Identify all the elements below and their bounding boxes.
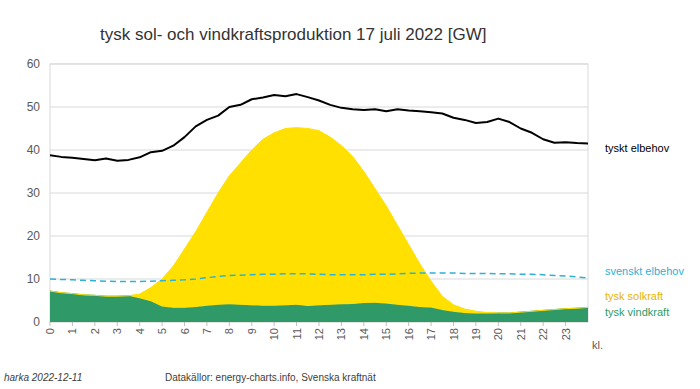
line [50, 273, 588, 282]
line [50, 94, 588, 161]
x-tick [251, 322, 252, 326]
x-tick-label: 12 [313, 328, 325, 340]
title: tysk sol- och vindkraftsproduktion 17 ju… [100, 25, 486, 44]
x-tick-label: 18 [448, 328, 460, 340]
x-tick [498, 322, 499, 326]
y-tick-label: 10 [27, 272, 41, 286]
area-edge [50, 128, 588, 313]
x-tick [72, 322, 73, 326]
x-tick [162, 322, 163, 326]
y-tick-label: 20 [27, 229, 41, 243]
x-tick-label: 23 [560, 328, 572, 340]
plot-frame [50, 64, 588, 322]
y-tick-label: 50 [27, 100, 41, 114]
x-tick-label: 11 [291, 328, 303, 339]
x-tick-label: 7 [201, 328, 213, 334]
x-tick [296, 322, 297, 326]
grid-line [50, 64, 588, 65]
x-tick [565, 322, 566, 326]
x-tick-label: 5 [156, 328, 168, 334]
x-tick-label: 0 [44, 328, 56, 334]
x-tick [408, 322, 409, 326]
grid-line [50, 107, 588, 108]
x-tick [363, 322, 364, 326]
x-tick-label: 22 [537, 328, 549, 340]
x-tick [341, 322, 342, 326]
x-tick-label: 1 [66, 328, 78, 334]
x-tick [543, 322, 544, 326]
series-label: tysk solkraft [605, 290, 663, 302]
x-tick [139, 322, 140, 326]
x-tick [94, 322, 95, 326]
x-tick [520, 322, 521, 326]
y-tick-label: 60 [27, 57, 41, 71]
x-tick [229, 322, 230, 326]
x-tick-label: 4 [134, 328, 146, 334]
x-tick [206, 322, 207, 326]
annotation: Datakällor: energy-charts.info, Svenska … [165, 372, 376, 383]
x-axis-label: kl. [592, 339, 603, 351]
x-tick-label: 19 [470, 328, 482, 340]
x-tick [184, 322, 185, 326]
series-label: svenskt elbehov [605, 265, 684, 277]
x-tick-label: 8 [223, 328, 235, 334]
data-group [50, 94, 588, 322]
y-tick-label: 30 [27, 186, 41, 200]
x-tick-label: 9 [246, 328, 258, 334]
x-tick [50, 322, 51, 326]
area-fill [50, 128, 588, 314]
x-tick-label: 6 [179, 328, 191, 334]
x-tick [386, 322, 387, 326]
chart: tysk sol- och vindkraftsproduktion 17 ju… [0, 0, 700, 389]
y-tick-label: 40 [27, 143, 41, 157]
x-tick-label: 13 [335, 328, 347, 340]
x-tick-label: 21 [515, 328, 527, 340]
x-tick-label: 15 [380, 328, 392, 340]
x-tick [117, 322, 118, 326]
y-tick-label: 0 [33, 315, 40, 329]
annotation: harka 2022-12-11 [4, 372, 82, 383]
x-tick-label: 16 [403, 328, 415, 340]
x-tick-label: 14 [358, 328, 370, 340]
x-tick [453, 322, 454, 326]
x-tick-label: 20 [492, 328, 504, 340]
x-tick-label: 10 [268, 328, 280, 340]
series-label: tysk vindkraft [605, 306, 669, 318]
x-tick [475, 322, 476, 326]
x-tick [319, 322, 320, 326]
x-tick [431, 322, 432, 326]
x-tick-label: 3 [111, 328, 123, 334]
series-label: tyskt elbehov [605, 142, 670, 154]
x-tick-label: 17 [425, 328, 437, 340]
x-tick [274, 322, 275, 326]
x-tick-label: 2 [89, 328, 101, 334]
